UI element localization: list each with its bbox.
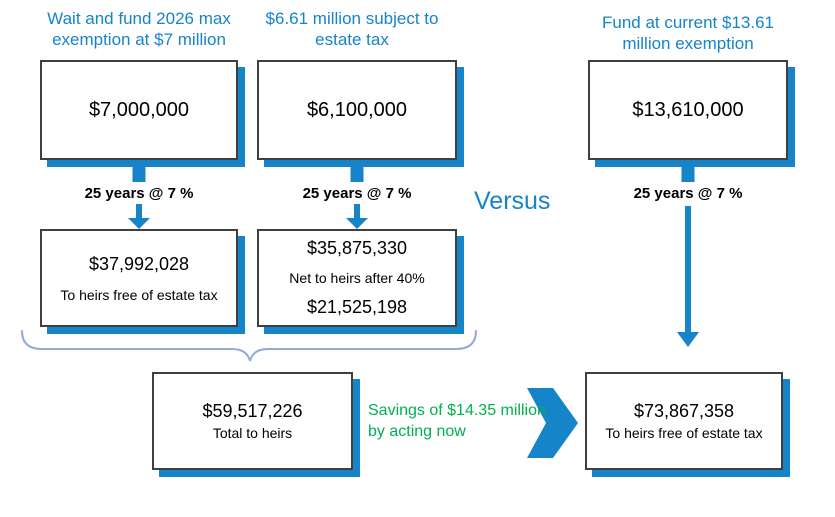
result-gross-value-middle: $35,875,330: [306, 238, 408, 258]
final-result-value: $73,867,358: [633, 401, 735, 421]
initial-amount-middle: $6,100,000: [306, 98, 408, 121]
scenario-header-subject-to-tax: $6.61 million subject to estate tax: [265, 9, 439, 49]
result-caption-middle: Net to heirs after 40%: [289, 270, 425, 286]
result-caption-left: To heirs free of estate tax: [60, 286, 218, 303]
result-box-left: $37,992,028 To heirs free of estate tax: [40, 229, 238, 327]
result-box-middle: $35,875,330 Net to heirs after 40% $21,5…: [257, 229, 457, 327]
savings-chevron-arrow-icon: [527, 388, 578, 458]
total-to-heirs-caption: Total to heirs: [212, 425, 293, 441]
initial-amount-left: $7,000,000: [88, 98, 190, 121]
initial-amount-box-left: $7,000,000: [40, 60, 238, 160]
down-arrow-left-icon: [128, 160, 150, 229]
final-result-caption: To heirs free of estate tax: [605, 425, 763, 441]
result-net-value-middle: $21,525,198: [306, 297, 408, 317]
initial-amount-box-right: $13,610,000: [588, 60, 788, 160]
growth-label-left: 25 years @ 7 %: [84, 185, 194, 202]
total-to-heirs-value: $59,517,226: [202, 401, 303, 421]
scenario-header-wait-and-fund: Wait and fund 2026 max exemption at $7 m…: [47, 9, 231, 49]
curly-brace-icon: [21, 330, 477, 362]
initial-amount-right: $13,610,000: [632, 98, 744, 121]
initial-amount-box-middle: $6,100,000: [257, 60, 457, 160]
growth-label-middle: 25 years @ 7 %: [302, 185, 412, 202]
down-arrow-right-icon: [677, 160, 699, 347]
final-result-box: $73,867,358 To heirs free of estate tax: [585, 372, 783, 470]
down-arrow-middle-icon: [346, 160, 368, 229]
result-value-left: $37,992,028: [88, 253, 190, 274]
growth-label-right: 25 years @ 7 %: [633, 185, 743, 202]
total-to-heirs-box: $59,517,226 Total to heirs: [152, 372, 353, 470]
versus-label: Versus: [474, 187, 551, 215]
scenario-header-fund-now: Fund at current $13.61 million exemption: [601, 13, 774, 53]
savings-note: Savings of $14.35 million by acting now: [368, 402, 546, 440]
